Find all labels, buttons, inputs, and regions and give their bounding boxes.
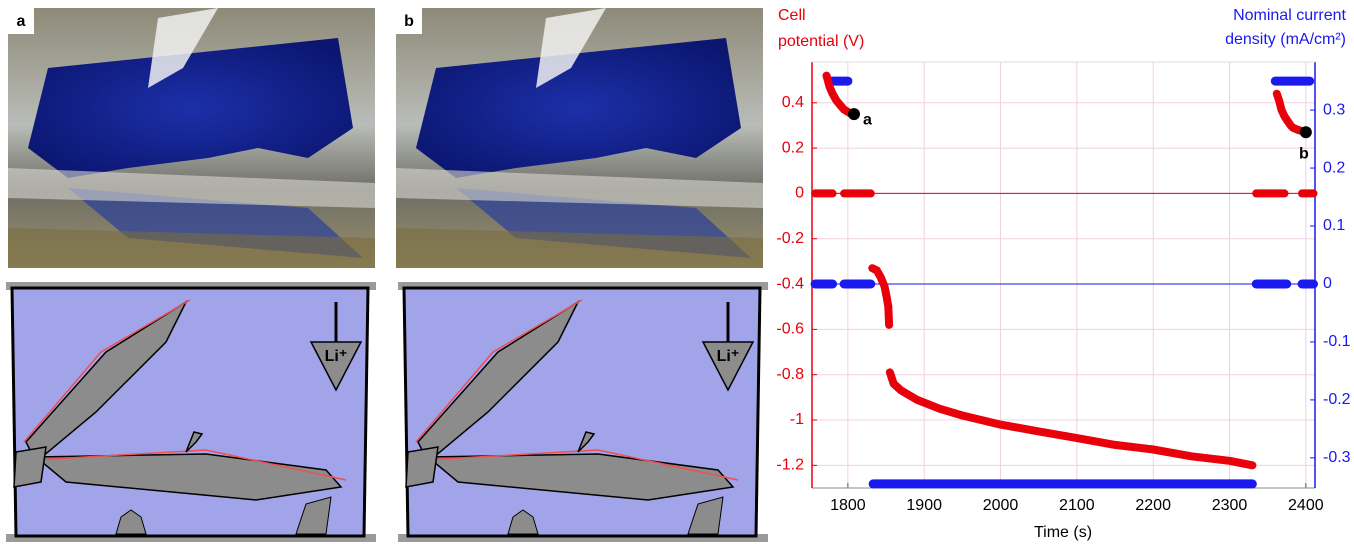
photo-a: a: [8, 8, 375, 268]
x-tick-label: 2400: [1288, 497, 1324, 514]
x-tick-label: 1900: [906, 497, 942, 514]
y-axis-label: Cell: [778, 7, 806, 24]
y-axis-label: potential (V): [778, 33, 864, 50]
y-tick-label: 0.2: [782, 139, 804, 156]
y2-tick-label: -0.1: [1323, 333, 1351, 350]
ion-label: Li⁺: [325, 348, 348, 365]
y-tick-label: -1.2: [776, 457, 804, 474]
x-axis-label: Time (s): [1034, 524, 1092, 541]
series-line: [815, 76, 1313, 466]
y2-tick-label: -0.2: [1323, 391, 1351, 408]
x-tick-label: 2300: [1212, 497, 1248, 514]
y2-tick-label: -0.3: [1323, 449, 1351, 466]
y2-tick-label: 0.2: [1323, 159, 1345, 176]
annotation-marker: [1300, 126, 1312, 138]
ion-label: Li⁺: [717, 348, 740, 365]
sketch-a: Li⁺: [6, 282, 376, 542]
panel-label: b: [404, 13, 414, 30]
plot: 1800 1900 2000 2100 2200 2300 2400 0.4 0.2 0 -0.2 -…: [776, 62, 1350, 514]
x-tick-label: 1800: [830, 497, 866, 514]
y-tick-label: -0.6: [776, 321, 804, 338]
series-line: [815, 81, 1313, 484]
sketch-b: Li⁺: [398, 282, 768, 542]
y2-tick-label: 0.1: [1323, 217, 1345, 234]
x-tick-label: 2000: [983, 497, 1019, 514]
x-tick-label: 2100: [1059, 497, 1095, 514]
y2-tick-label: 0: [1323, 275, 1332, 292]
x-tick-label: 2200: [1135, 497, 1171, 514]
annotation-marker: [848, 108, 860, 120]
y-tick-label: -0.2: [776, 230, 804, 247]
panel-label: a: [17, 13, 26, 30]
annotation-label: a: [863, 111, 872, 128]
y-tick-label: 0: [795, 185, 804, 202]
y2-axis-label: density (mA/cm²): [1225, 31, 1346, 48]
photo-b: b: [396, 8, 763, 268]
figure: a b Li⁺ Li⁺ Cell potential (V) Nominal c…: [0, 0, 1354, 544]
y-tick-label: -0.4: [776, 275, 804, 292]
annotation-label: b: [1299, 145, 1309, 162]
y-tick-label: -1: [790, 411, 804, 428]
page: a b Li⁺ Li⁺ Cell potential (V) Nominal c…: [0, 0, 1354, 544]
y2-axis-label: Nominal current: [1233, 7, 1346, 24]
y-tick-label: 0.4: [782, 94, 804, 111]
y-tick-label: -0.8: [776, 366, 804, 383]
y2-tick-label: 0.3: [1323, 101, 1345, 118]
